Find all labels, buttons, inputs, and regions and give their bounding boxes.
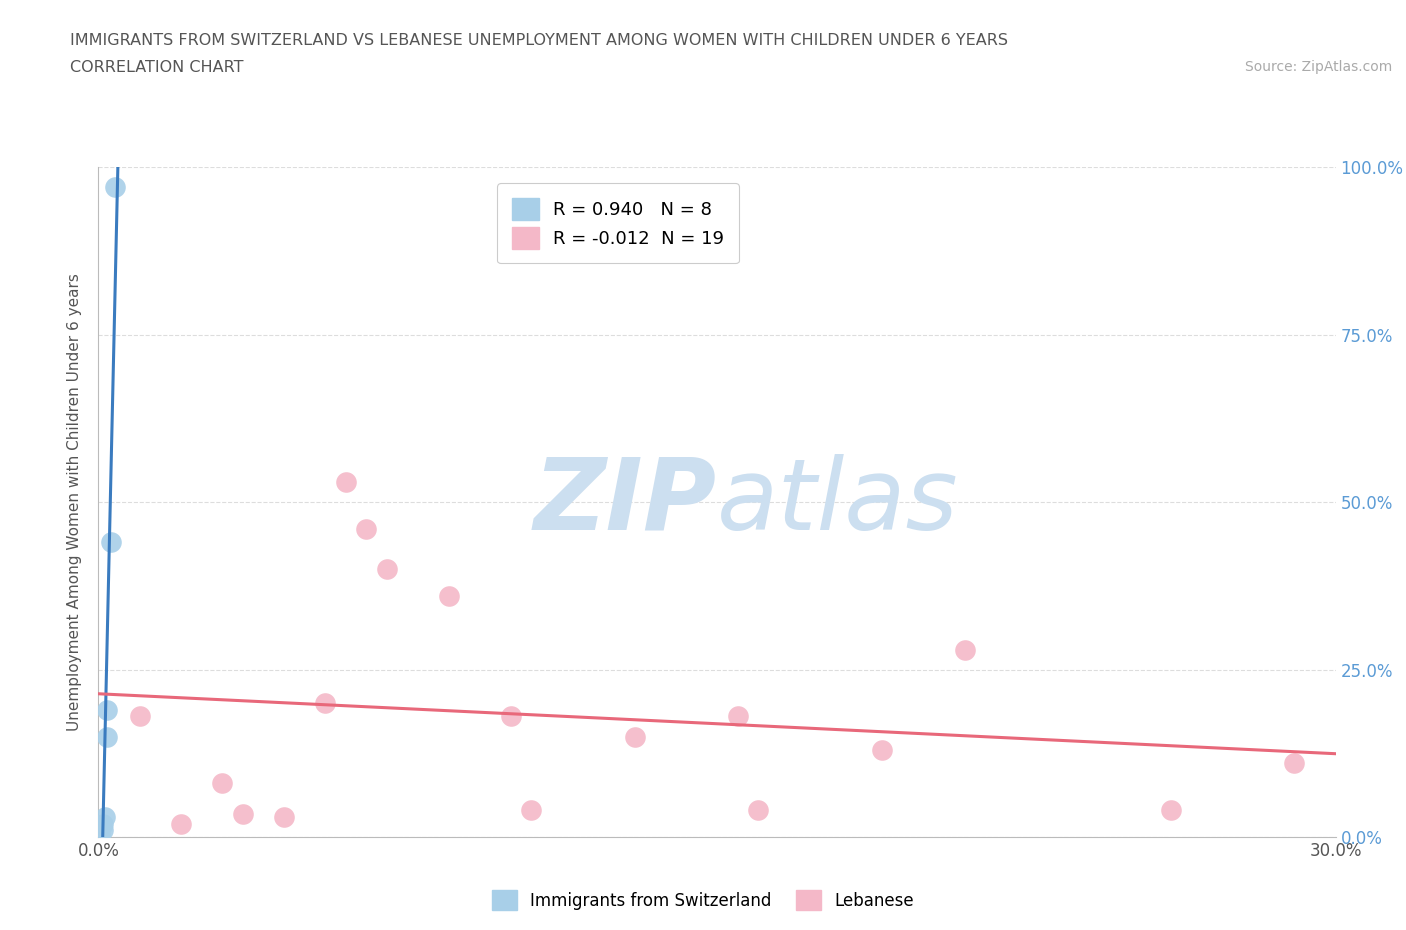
Point [314,696,336,711]
Point [623,729,645,744]
Point [437,589,460,604]
Text: Source: ZipAtlas.com: Source: ZipAtlas.com [1244,60,1392,74]
Legend: R = 0.940   N = 8, R = -0.012  N = 19: R = 0.940 N = 8, R = -0.012 N = 19 [498,183,738,263]
Text: atlas: atlas [717,454,959,551]
Point [1160,803,1182,817]
Point [89,826,111,841]
Point [96,729,118,744]
Point [273,809,295,824]
Point [128,709,150,724]
Y-axis label: Unemployment Among Women with Children Under 6 years: Unemployment Among Women with Children U… [67,273,83,731]
Point [870,742,893,757]
Point [356,522,378,537]
Point [335,474,357,489]
Text: ZIP: ZIP [534,454,717,551]
Point [747,803,769,817]
Point [104,180,127,195]
Point [91,823,114,838]
Point [727,709,749,724]
Point [91,817,114,831]
Point [93,809,115,824]
Point [1284,756,1306,771]
Point [211,776,233,790]
Point [520,803,543,817]
Point [170,817,193,831]
Point [953,642,976,657]
Legend: Immigrants from Switzerland, Lebanese: Immigrants from Switzerland, Lebanese [485,884,921,917]
Point [499,709,522,724]
Text: CORRELATION CHART: CORRELATION CHART [70,60,243,75]
Point [375,562,398,577]
Point [232,806,254,821]
Point [100,535,122,550]
Point [96,702,118,717]
Text: IMMIGRANTS FROM SWITZERLAND VS LEBANESE UNEMPLOYMENT AMONG WOMEN WITH CHILDREN U: IMMIGRANTS FROM SWITZERLAND VS LEBANESE … [70,33,1008,47]
